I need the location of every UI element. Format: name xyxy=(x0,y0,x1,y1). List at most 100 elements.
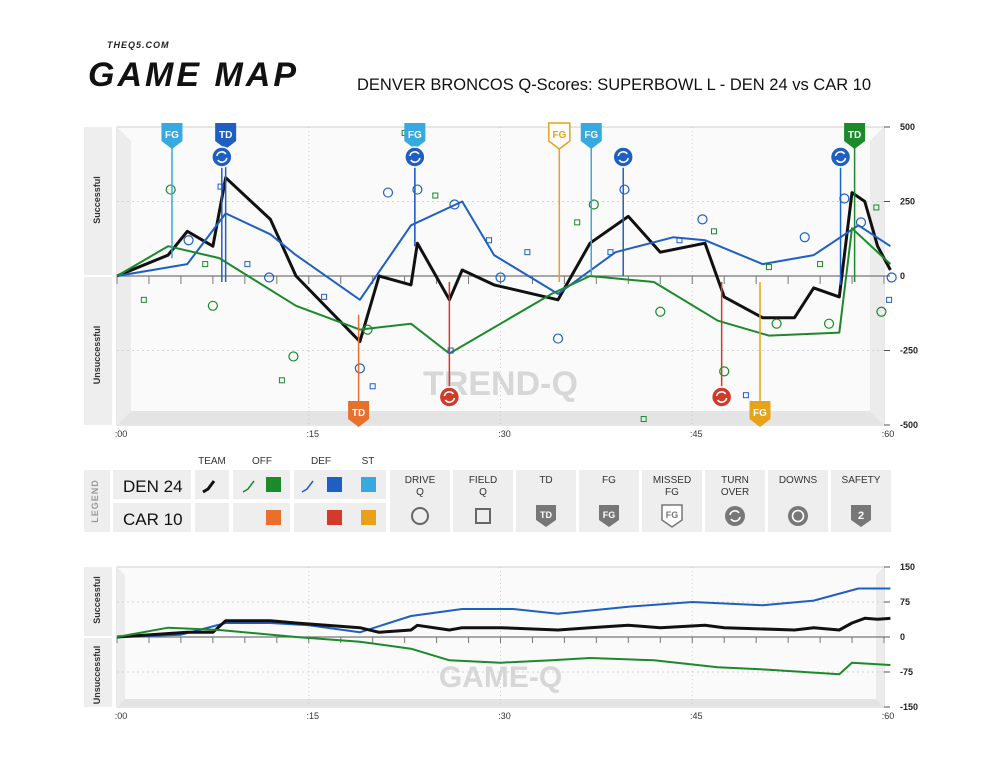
ylabel-unsuccessful: Unsuccessful xyxy=(92,646,102,705)
legend-cell xyxy=(233,470,290,499)
ylabel-unsuccessful: Unsuccessful xyxy=(92,326,102,385)
shield-shape xyxy=(661,504,683,528)
field-q-marker xyxy=(321,293,328,300)
legend-col-def: DEF xyxy=(311,456,331,467)
y-tick-label: 250 xyxy=(900,197,915,207)
x-tick-label: :60 xyxy=(882,429,895,439)
event-fg-icon: FG xyxy=(161,123,183,259)
drive-q-marker xyxy=(799,232,810,243)
drive-q-marker xyxy=(288,351,299,362)
drive-q-marker xyxy=(771,318,782,329)
series-line-off-0 xyxy=(116,227,892,355)
legend-item-label: DOWNS xyxy=(779,475,818,486)
series-line-def-1 xyxy=(116,587,891,638)
event-fg-icon: FG xyxy=(580,123,602,276)
legend-item-label2: OVER xyxy=(721,487,749,498)
x-tick-label: :30 xyxy=(498,429,511,439)
y-tick-label: -150 xyxy=(900,702,918,712)
drive-q-marker xyxy=(876,306,887,317)
field-q-marker xyxy=(485,237,492,244)
field-q-marker xyxy=(607,249,614,256)
drive-q-marker xyxy=(382,187,394,198)
field-q-marker xyxy=(447,347,454,354)
field-q-marker xyxy=(742,392,749,399)
drive-q-marker xyxy=(207,300,218,311)
legend-off-car-swatch xyxy=(266,510,281,525)
legend-cell xyxy=(113,503,191,532)
event-to-icon xyxy=(829,146,852,285)
drive-q-marker xyxy=(855,217,867,228)
turnover-badge xyxy=(829,146,852,168)
legend-def-car-swatch xyxy=(327,510,342,525)
downs-ring xyxy=(791,509,805,523)
ylabel-successful: Successful xyxy=(92,176,102,224)
field-q-marker xyxy=(202,261,209,268)
legend-item-label: TURN xyxy=(721,475,749,486)
legend-team-den: DEN 24 xyxy=(123,477,183,496)
field-q-marker xyxy=(524,249,531,256)
legend-item-label: FIELD xyxy=(469,475,497,486)
drive-q-marker xyxy=(165,184,176,195)
y-tick-label: 150 xyxy=(900,562,915,572)
event-label: FG xyxy=(165,130,179,141)
event-label: FG xyxy=(408,130,422,141)
legend-def-line-swatch xyxy=(301,480,314,493)
y-tick-label: 0 xyxy=(900,632,905,642)
drive-q-marker xyxy=(619,184,630,195)
legend-col-off: OFF xyxy=(252,456,272,467)
field-q-marker xyxy=(676,237,683,244)
watermark-text: GAME-Q xyxy=(439,661,562,694)
turnover-badge xyxy=(404,146,426,168)
event-td-icon: TD xyxy=(844,123,866,282)
circle-icon xyxy=(411,507,429,525)
event-label: FG xyxy=(552,130,566,141)
legend-item-label: MISSED xyxy=(653,475,691,486)
page-title: DENVER BRONCOS Q-Scores: SUPERBOWL L - D… xyxy=(357,76,872,94)
circle-shape xyxy=(411,507,429,525)
td-shield-icon: TD xyxy=(536,505,556,527)
legend-st-den-swatch xyxy=(361,477,376,492)
missed-fg-icon: FG xyxy=(661,504,683,528)
drive-q-marker xyxy=(697,214,708,225)
drive-q-marker xyxy=(412,184,423,195)
series-line-team-1 xyxy=(116,616,891,639)
brand-url: THEQ5.COM xyxy=(107,40,170,50)
legend-item-label: FG xyxy=(602,475,616,486)
y-tick-label: -75 xyxy=(900,667,913,677)
downs-circle xyxy=(788,506,808,526)
legend-col-st: ST xyxy=(362,456,375,467)
x-tick-label: :60 xyxy=(882,711,895,721)
y-tick-label: 500 xyxy=(900,122,915,132)
legend-team-car: CAR 10 xyxy=(123,510,183,529)
turnover-arrows xyxy=(443,391,456,403)
event-label: FG xyxy=(753,408,767,419)
legend-item-label2: Q xyxy=(479,487,487,498)
turnover-arrows xyxy=(715,391,728,403)
shield-text: FG xyxy=(666,510,679,520)
turnover-arrows xyxy=(617,151,630,163)
event-to-icon xyxy=(438,281,461,408)
drive-q-marker xyxy=(264,272,275,283)
square-icon xyxy=(475,508,491,524)
y-tick-label: -250 xyxy=(900,346,918,356)
legend-def-den-swatch xyxy=(327,477,342,492)
field-q-marker xyxy=(640,416,647,423)
series-line-off-1 xyxy=(116,626,891,676)
event-label: TD xyxy=(219,130,232,141)
brand-name: GAME MAP xyxy=(88,56,299,94)
drive-q-marker xyxy=(655,306,666,317)
field-q-marker xyxy=(817,261,824,268)
field-q-marker xyxy=(765,264,772,271)
event-fg-icon: FG xyxy=(749,281,771,427)
field-q-marker xyxy=(278,377,285,384)
field-q-marker xyxy=(574,219,581,226)
legend-item-cell xyxy=(390,470,450,532)
drive-q-marker xyxy=(588,199,599,210)
event-to-icon xyxy=(710,281,733,408)
field-q-marker xyxy=(244,261,251,268)
x-tick-label: :15 xyxy=(306,429,319,439)
legend-cell xyxy=(113,470,191,499)
safety-shield xyxy=(851,505,871,527)
field-q-marker xyxy=(873,204,880,211)
event-label: TD xyxy=(848,130,861,141)
